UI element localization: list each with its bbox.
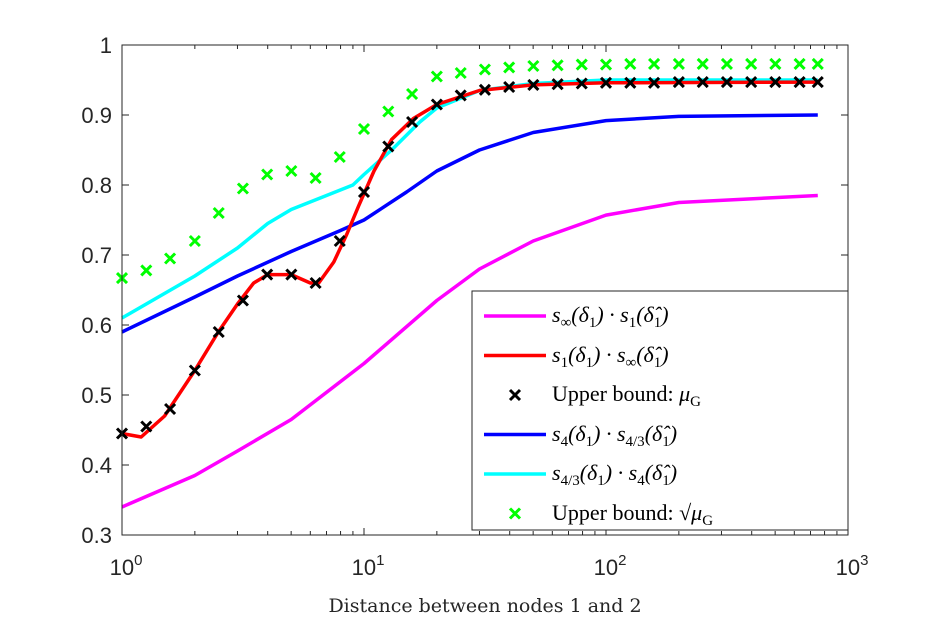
series-marker-5 [811,57,824,70]
series-marker-2 [811,76,824,89]
series-marker-5 [188,234,201,248]
series-marker-2 [261,268,274,281]
legend-marker-2 [508,388,522,402]
series-marker-2 [624,76,637,89]
legend-marker-5 [508,507,522,520]
series-marker-2 [454,89,467,102]
series-marker-5 [503,61,516,74]
series-marker-2 [720,76,733,89]
series-marker-2 [648,76,661,89]
series-marker-5 [478,63,491,76]
series-marker-5 [745,57,758,70]
series-marker-2 [478,83,491,96]
series-marker-2 [382,140,395,153]
series-marker-5 [720,57,733,70]
series-layer [115,57,824,509]
series-marker-2 [309,276,322,290]
series-marker-5 [261,168,274,181]
series-marker-5 [793,57,806,70]
plot-area-box [121,44,849,536]
y-tick-label: 0.4 [81,453,112,478]
series-marker-2 [406,115,419,129]
series-line-0 [121,193,818,509]
series-marker-2 [769,76,782,89]
series-marker-5 [406,87,419,101]
series-marker-2 [188,364,201,377]
series-marker-2 [575,77,588,90]
series-line-3 [121,113,818,334]
series-marker-2 [503,80,516,94]
series-marker-2 [212,325,225,339]
legend [471,290,849,531]
series-marker-2 [236,294,249,307]
series-marker-5 [624,57,637,70]
series-marker-5 [696,57,709,70]
y-tick-label: 0.5 [81,383,112,408]
series-marker-5 [164,252,177,265]
series-marker-2 [333,234,346,248]
series-marker-5 [333,150,346,164]
series-marker-5 [236,182,249,195]
series-marker-5 [212,206,225,220]
series-marker-5 [672,57,685,70]
y-tick-label: 0.6 [81,313,112,338]
series-marker-5 [454,66,467,80]
series-marker-5 [430,70,443,83]
series-marker-5 [575,58,588,71]
series-marker-2 [285,268,298,281]
series-marker-5 [769,57,782,70]
series-marker-5 [527,59,540,73]
series-marker-5 [140,264,153,277]
axis-ticks: 0.3 0.4 0.5 0.6 0.7 0.8 0.9 1 [81,33,849,548]
series-marker-2 [164,402,177,416]
series-marker-2 [599,76,613,89]
y-tick-label: 0.8 [81,173,112,198]
series-marker-5 [551,59,564,72]
series-marker-2 [745,76,758,89]
y-tick-label: 1 [100,33,112,58]
series-marker-5 [309,171,322,185]
series-marker-2 [551,78,564,91]
series-marker-2 [793,76,806,89]
series-marker-2 [357,185,371,199]
series-marker-5 [382,105,395,118]
series-marker-2 [696,76,709,89]
series-marker-2 [527,78,540,91]
series-marker-2 [430,98,443,111]
y-tick-label: 0.7 [81,243,112,268]
x-axis-label: Distance between nodes 1 and 2 [328,595,641,617]
legend-box [471,290,849,531]
y-tick-label: 0.9 [81,103,112,128]
series-marker-5 [285,164,298,178]
series-marker-2 [140,420,153,433]
series-marker-5 [357,122,371,136]
series-marker-2 [672,76,685,89]
series-marker-5 [648,57,661,70]
y-tick-label: 0.3 [81,523,112,548]
series-marker-5 [599,58,613,71]
